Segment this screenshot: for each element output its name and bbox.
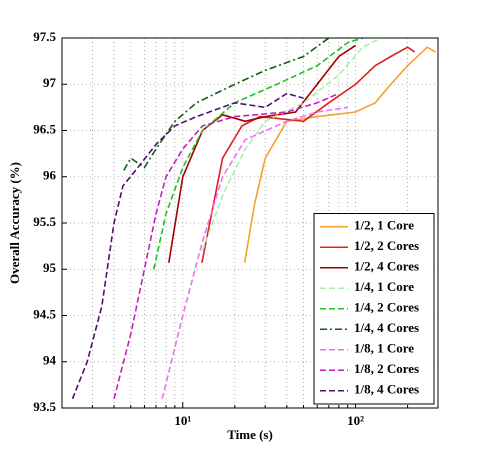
legend-label: 1/4, 4 Cores <box>354 320 419 335</box>
series-line <box>243 46 436 263</box>
plot-frame <box>61 37 439 409</box>
y-tick-label: 95 <box>43 260 57 275</box>
y-tick-label: 95.5 <box>33 214 56 229</box>
series-line <box>113 92 340 400</box>
legend-label: 1/2, 1 Core <box>354 218 414 233</box>
legend-label: 1/2, 2 Cores <box>354 238 419 253</box>
series-line <box>161 106 348 399</box>
legend-label: 1/8, 1 Core <box>354 341 414 356</box>
legend-label: 1/8, 4 Cores <box>354 382 419 397</box>
y-tick-label: 94 <box>43 353 57 368</box>
y-tick-label: 97.5 <box>33 29 56 44</box>
y-axis-label: Overall Accuracy (%) <box>7 162 22 284</box>
series-line <box>201 46 416 263</box>
legend: 1/2, 1 Core 1/2, 2 Cores 1/2, 4 Cores 1/4, … <box>313 213 435 405</box>
x-tick-label: 10² <box>347 413 364 428</box>
y-tick-label: 96.5 <box>33 121 56 136</box>
legend-label: 1/2, 4 Cores <box>354 259 419 274</box>
legend-label: 1/4, 1 Core <box>354 279 414 294</box>
y-tick-label: 97 <box>43 75 57 90</box>
legend-label: 1/8, 2 Cores <box>354 361 419 376</box>
series-line <box>71 92 304 400</box>
y-tick-label: 96 <box>43 168 57 183</box>
y-tick-label: 94.5 <box>33 306 56 321</box>
x-tick-label: 10¹ <box>174 413 191 428</box>
legend-label: 1/4, 2 Cores <box>354 300 419 315</box>
series-line <box>123 37 330 171</box>
x-axis-label: Time (s) <box>227 427 273 442</box>
series-line <box>168 44 357 263</box>
y-tick-label: 93.5 <box>33 399 56 414</box>
